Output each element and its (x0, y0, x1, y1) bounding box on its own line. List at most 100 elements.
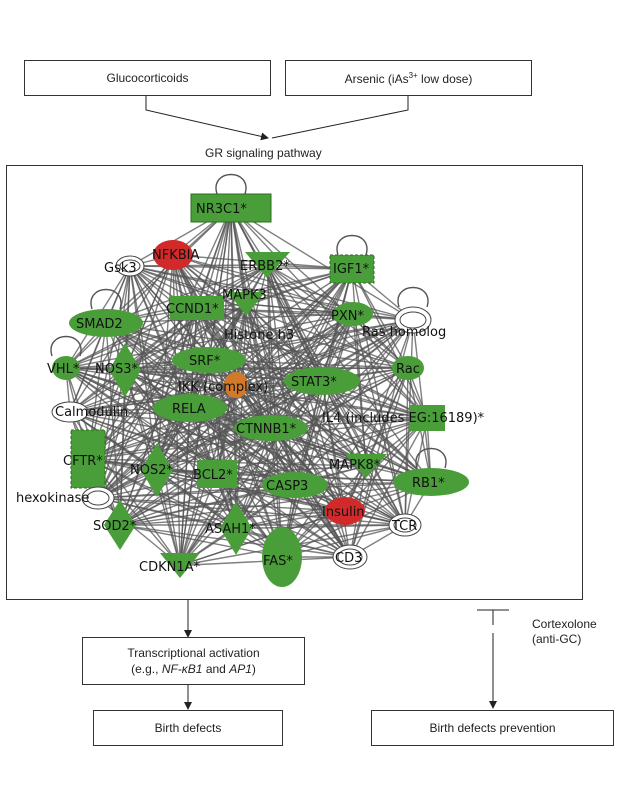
igf1-node (329, 254, 375, 284)
network-edge (208, 319, 414, 361)
network-node-labels: NR3C1* NFKBIA Gsk3 ERBB2* IGF1* MAPK3 CC… (16, 202, 485, 575)
network-edge (97, 484, 296, 499)
network-self-loop (415, 447, 447, 469)
network-edge (119, 484, 296, 526)
ctnnb1-node (234, 415, 308, 441)
birth-defects-prevention-label: Birth defects prevention (429, 721, 556, 735)
network-edge (351, 268, 428, 419)
network-edge (97, 407, 191, 499)
rela-label: RELA (172, 402, 206, 417)
network-edge (69, 384, 237, 413)
cd3-node-ring (337, 548, 363, 566)
network-edge (281, 313, 354, 558)
ras-node-ring (399, 311, 427, 329)
nr3c1-node (190, 193, 272, 223)
network-edge (235, 524, 406, 530)
nfkbia-label: NFKBIA (152, 248, 199, 263)
smad2-node (69, 309, 143, 337)
ccnd1-label: CCND1* (166, 302, 219, 317)
pxn-label: PXN* (331, 309, 364, 324)
ikk-label: IKK (complex) (178, 380, 268, 395)
network-edge (216, 465, 367, 475)
glucocorticoids-box: Glucocorticoids (24, 60, 271, 96)
network-edge (105, 322, 272, 429)
network-edge (189, 407, 432, 483)
calmodulin-label: Calmodulin (55, 405, 128, 420)
network-edge (294, 417, 428, 486)
network-edge (230, 207, 409, 369)
network-edge (105, 313, 354, 324)
tcr-node (388, 513, 422, 537)
gsk3-label: Gsk3 (104, 261, 137, 276)
cftr-label: CFTR* (63, 454, 103, 469)
casp3-label: CASP3 (266, 479, 308, 494)
birth-defects-box: Birth defects (93, 710, 283, 746)
network-edge (281, 417, 428, 558)
network-edge (124, 367, 409, 371)
nos2-label: NOS2* (130, 463, 173, 478)
pathway-label: GR signaling pathway (205, 146, 322, 160)
network-edge (230, 207, 414, 321)
network-edge (105, 264, 268, 324)
il4-node (409, 405, 445, 431)
birth-defects-label: Birth defects (154, 721, 222, 735)
network-self-loop (50, 335, 82, 357)
hexokinase-node-ring (86, 490, 110, 506)
arsenic-arrow (271, 96, 409, 139)
birth-defects-prevention-box: Birth defects prevention (371, 710, 614, 746)
network-edge (97, 380, 323, 499)
vhl-label: VHL* (47, 362, 80, 377)
ras-label: Ras homolog (362, 325, 446, 340)
gluco-arrow (145, 96, 269, 141)
network-edge (65, 264, 268, 369)
activation-line1: Transcriptional activation (127, 646, 260, 660)
nos2-node (141, 443, 173, 497)
gsk3-node (115, 255, 145, 277)
network-edge (321, 380, 351, 558)
network-edge (179, 303, 248, 566)
network-edge (69, 411, 428, 419)
insulin-node (325, 497, 365, 525)
network-self-loop (90, 288, 122, 310)
il4-label: IL4 (includes EG:16189)* (322, 411, 485, 426)
histone-label: Histone h3 (224, 328, 294, 343)
network-edge (97, 497, 346, 512)
network-edge (65, 313, 354, 369)
asah1-label: ASAH1* (205, 522, 256, 537)
network-self-loop (397, 286, 429, 308)
hexokinase-node (81, 486, 115, 510)
igf1-label: IGF1* (333, 262, 370, 277)
smad2-label: SMAD2 (76, 317, 123, 332)
vhl-node (52, 356, 80, 380)
mapk3-node (228, 292, 265, 316)
network-edge (235, 384, 351, 558)
asah1-node (220, 502, 252, 555)
network-edge (216, 417, 428, 475)
nos3-node (109, 343, 141, 397)
fas-node (262, 527, 302, 587)
network-edge (235, 384, 432, 483)
rela-node (153, 394, 227, 422)
cdkn1a-label: CDKN1A* (139, 560, 201, 575)
mapk3-label: MAPK3 (222, 288, 267, 303)
network-edge (344, 417, 428, 512)
tcr-label: TCR (391, 519, 417, 534)
rac-node (392, 356, 424, 380)
network-edge (124, 303, 247, 371)
srf-label: SRF* (189, 354, 221, 369)
ikk-node (224, 372, 248, 398)
gsk3-node-ring (119, 259, 141, 273)
network-nodes (51, 193, 469, 587)
mapk8-label: MAPK8* (329, 458, 381, 473)
nr3c1-label: NR3C1* (196, 202, 247, 217)
stat3-node (284, 367, 360, 395)
network-self-loop (336, 234, 368, 256)
sod2-node (104, 500, 136, 550)
network-edge (129, 265, 247, 305)
network-edge (281, 524, 406, 558)
network-edge (105, 322, 428, 419)
cftr-node (70, 429, 106, 489)
arsenic-label: Arsenic (iAs3+ low dose) (344, 70, 473, 86)
anti-gc-label: (anti-GC) (532, 632, 582, 646)
